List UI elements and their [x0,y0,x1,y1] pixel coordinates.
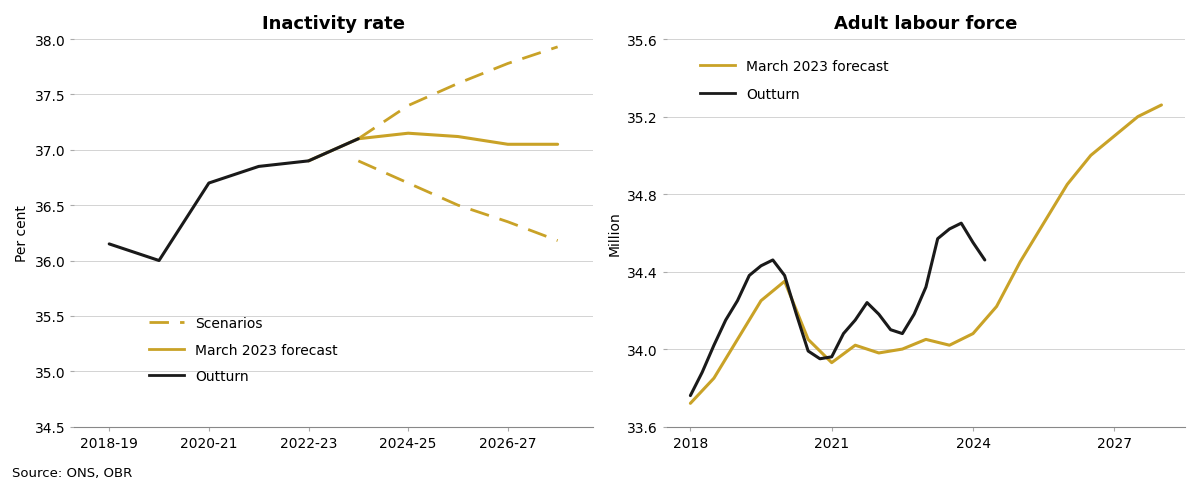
Text: Source: ONS, OBR: Source: ONS, OBR [12,466,132,479]
Legend: March 2023 forecast, Outturn: March 2023 forecast, Outturn [695,55,894,107]
Title: Inactivity rate: Inactivity rate [262,15,404,33]
Legend: Scenarios, March 2023 forecast, Outturn: Scenarios, March 2023 forecast, Outturn [144,311,343,389]
Title: Adult labour force: Adult labour force [834,15,1018,33]
Y-axis label: Per cent: Per cent [14,205,29,262]
Y-axis label: Million: Million [607,211,622,256]
